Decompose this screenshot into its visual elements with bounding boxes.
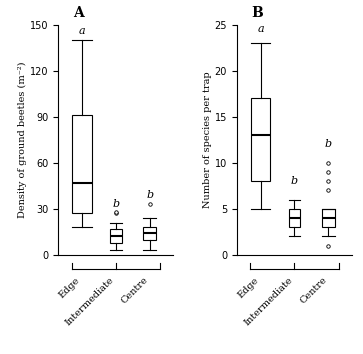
Bar [72, 115, 92, 213]
Bar [251, 98, 270, 181]
Bar [289, 209, 299, 227]
Bar [322, 209, 335, 227]
Text: a: a [78, 25, 85, 35]
Text: b: b [325, 139, 332, 149]
Text: Intermediate: Intermediate [64, 275, 116, 327]
Y-axis label: Number of species per trap: Number of species per trap [203, 72, 212, 208]
Text: b: b [112, 199, 119, 209]
Text: b: b [146, 190, 153, 200]
Bar [143, 227, 156, 240]
Text: Centre: Centre [119, 275, 150, 306]
Bar [110, 229, 122, 242]
Text: Centre: Centre [298, 275, 329, 306]
Text: Edge: Edge [236, 275, 261, 300]
Text: B: B [252, 6, 264, 20]
Text: Intermediate: Intermediate [242, 275, 294, 327]
Text: a: a [257, 24, 264, 34]
Text: A: A [73, 6, 84, 20]
Y-axis label: Density of ground beetles (m⁻²): Density of ground beetles (m⁻²) [18, 62, 27, 218]
Text: b: b [291, 176, 298, 186]
Text: Edge: Edge [57, 275, 82, 300]
